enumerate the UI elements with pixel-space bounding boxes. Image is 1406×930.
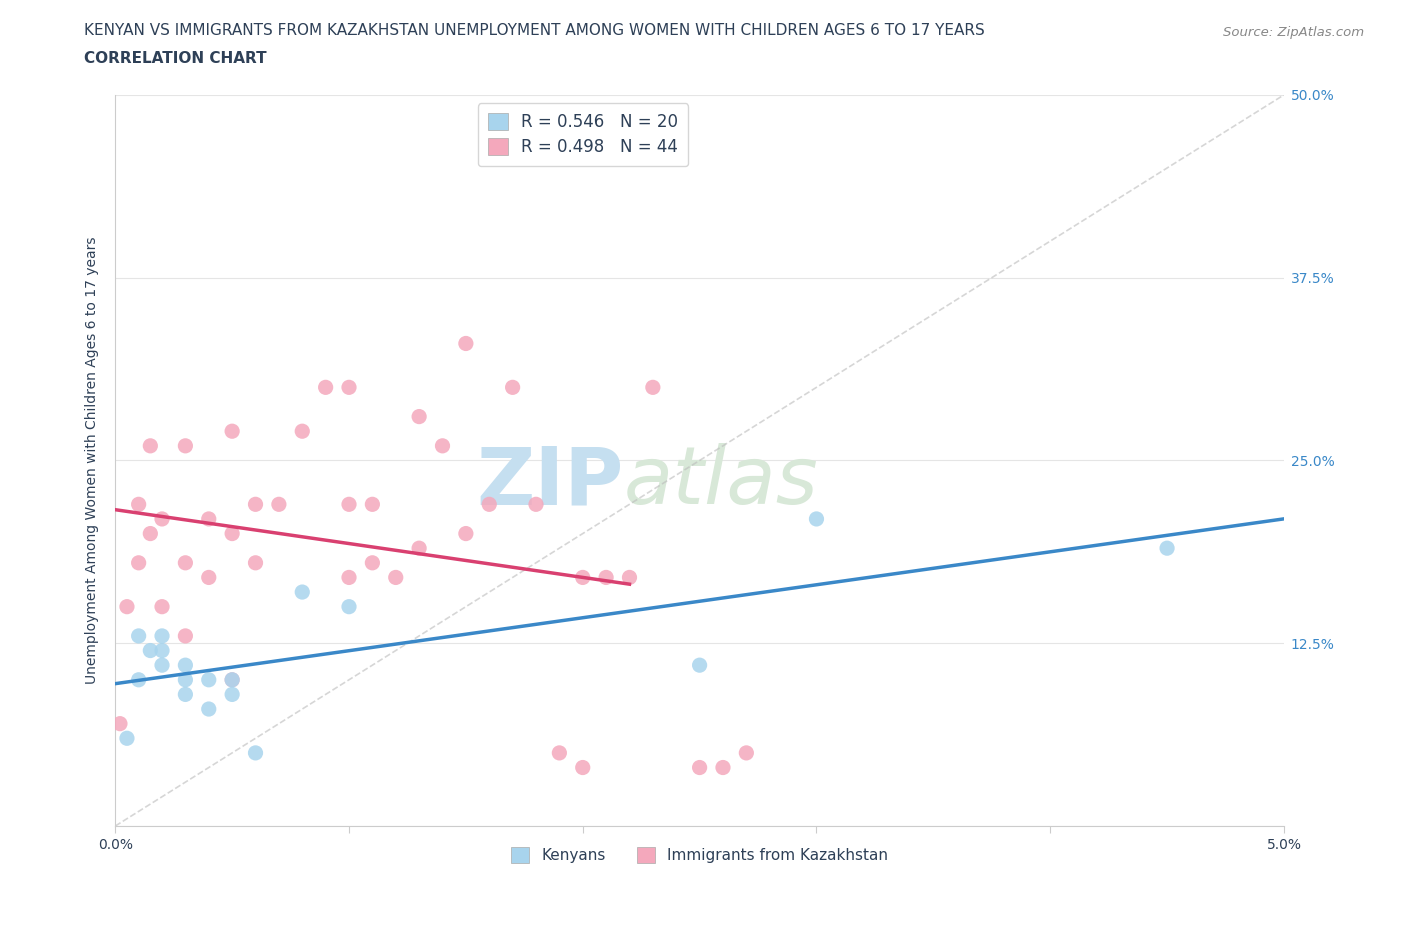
Point	[408, 540, 430, 555]
Point	[689, 760, 711, 775]
Text: Source: ZipAtlas.com: Source: ZipAtlas.com	[1223, 26, 1364, 39]
Point	[139, 644, 162, 658]
Point	[128, 672, 150, 687]
Point	[197, 701, 219, 716]
Text: ZIP: ZIP	[477, 444, 624, 522]
Point	[361, 497, 384, 512]
Point	[432, 438, 454, 453]
Point	[478, 497, 501, 512]
Point	[174, 658, 197, 672]
Point	[454, 526, 477, 541]
Point	[689, 658, 711, 672]
Point	[221, 672, 243, 687]
Point	[245, 497, 267, 512]
Point	[139, 526, 162, 541]
Point	[221, 687, 243, 702]
Point	[197, 512, 219, 526]
Point	[150, 599, 173, 614]
Point	[337, 599, 360, 614]
Text: KENYAN VS IMMIGRANTS FROM KAZAKHSTAN UNEMPLOYMENT AMONG WOMEN WITH CHILDREN AGES: KENYAN VS IMMIGRANTS FROM KAZAKHSTAN UNE…	[84, 23, 986, 38]
Point	[245, 746, 267, 761]
Point	[315, 379, 337, 394]
Point	[502, 379, 524, 394]
Point	[337, 497, 360, 512]
Y-axis label: Unemployment Among Women with Children Ages 6 to 17 years: Unemployment Among Women with Children A…	[86, 237, 100, 684]
Point	[197, 672, 219, 687]
Point	[619, 570, 641, 585]
Point	[267, 497, 290, 512]
Point	[571, 570, 593, 585]
Point	[174, 629, 197, 644]
Point	[454, 336, 477, 351]
Point	[174, 438, 197, 453]
Text: atlas: atlas	[624, 444, 818, 522]
Point	[524, 497, 547, 512]
Text: CORRELATION CHART: CORRELATION CHART	[84, 51, 267, 66]
Point	[337, 379, 360, 394]
Point	[711, 760, 734, 775]
Point	[115, 731, 138, 746]
Point	[291, 424, 314, 439]
Point	[291, 585, 314, 600]
Point	[115, 599, 138, 614]
Point	[139, 438, 162, 453]
Point	[221, 526, 243, 541]
Point	[128, 629, 150, 644]
Point	[384, 570, 406, 585]
Point	[571, 760, 593, 775]
Point	[361, 555, 384, 570]
Point	[595, 570, 617, 585]
Point	[197, 570, 219, 585]
Point	[1156, 540, 1178, 555]
Point	[174, 672, 197, 687]
Point	[128, 555, 150, 570]
Point	[221, 424, 243, 439]
Point	[128, 497, 150, 512]
Point	[408, 409, 430, 424]
Point	[108, 716, 131, 731]
Point	[221, 672, 243, 687]
Point	[150, 658, 173, 672]
Point	[150, 644, 173, 658]
Point	[337, 570, 360, 585]
Point	[174, 687, 197, 702]
Point	[245, 555, 267, 570]
Point	[150, 512, 173, 526]
Legend: Kenyans, Immigrants from Kazakhstan: Kenyans, Immigrants from Kazakhstan	[505, 842, 894, 870]
Point	[548, 746, 571, 761]
Point	[150, 629, 173, 644]
Point	[735, 746, 758, 761]
Point	[174, 555, 197, 570]
Point	[641, 379, 664, 394]
Point	[806, 512, 828, 526]
